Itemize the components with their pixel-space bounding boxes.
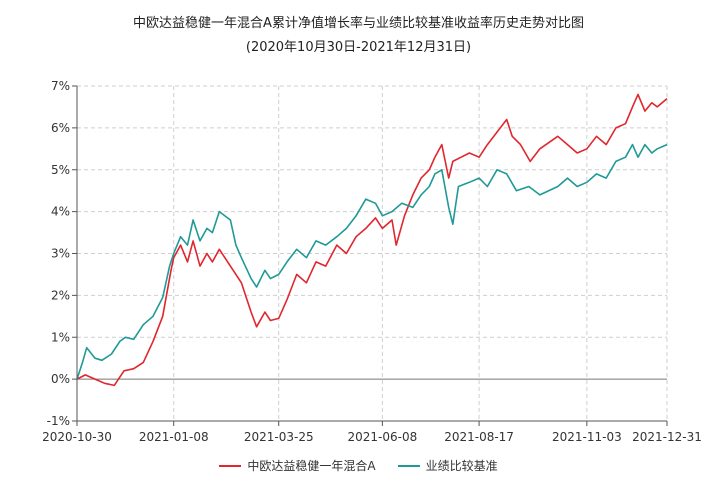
y-axis-ticks: -1% 0% 1% 2% 3% 4% 5% 6% 7% [47, 79, 77, 428]
chart-subtitle: (2020年10月30日-2021年12月31日) [245, 40, 472, 55]
y-tick-label: 3% [51, 247, 70, 261]
x-tick-label: 2021-12-31 [632, 430, 702, 444]
y-tick-label: 5% [51, 163, 70, 177]
x-axis-ticks: 2020-10-30 2021-01-08 2021-03-25 2021-06-08… [42, 421, 702, 444]
y-tick-label: -1% [47, 414, 70, 428]
y-tick-label: 0% [51, 372, 70, 386]
x-tick-label: 2021-01-08 [139, 430, 209, 444]
x-tick-label: 2021-06-08 [347, 430, 417, 444]
legend-label-fund: 中欧达益稳健一年混合A [247, 459, 376, 473]
series-line-fund [76, 93, 668, 387]
legend-swatch-fund [219, 464, 242, 467]
legend-item-benchmark[interactable]: 业绩比较基准 [397, 457, 498, 474]
y-tick-label: 6% [51, 121, 70, 135]
axes [76, 86, 667, 422]
x-tick-label: 2020-10-30 [42, 430, 112, 444]
chart-legend: 中欧达益稳健一年混合A 业绩比较基准 [0, 457, 717, 474]
y-tick-label: 1% [51, 330, 70, 344]
y-tick-label: 2% [51, 288, 70, 302]
series-lines [76, 93, 668, 387]
grid-lines [77, 85, 668, 422]
x-tick-label: 2021-03-25 [244, 430, 314, 444]
x-tick-label: 2021-08-17 [444, 430, 514, 444]
y-tick-label: 4% [51, 205, 70, 219]
y-tick-label: 7% [51, 79, 70, 93]
legend-item-fund[interactable]: 中欧达益稳健一年混合A [219, 457, 376, 474]
x-tick-label: 2021-11-03 [552, 430, 622, 444]
chart-title: 中欧达益稳健一年混合A累计净值增长率与业绩比较基准收益率历史走势对比图 [133, 16, 584, 31]
series-line-benchmark [76, 143, 668, 380]
legend-swatch-benchmark [397, 464, 420, 467]
legend-label-benchmark: 业绩比较基准 [425, 459, 498, 473]
